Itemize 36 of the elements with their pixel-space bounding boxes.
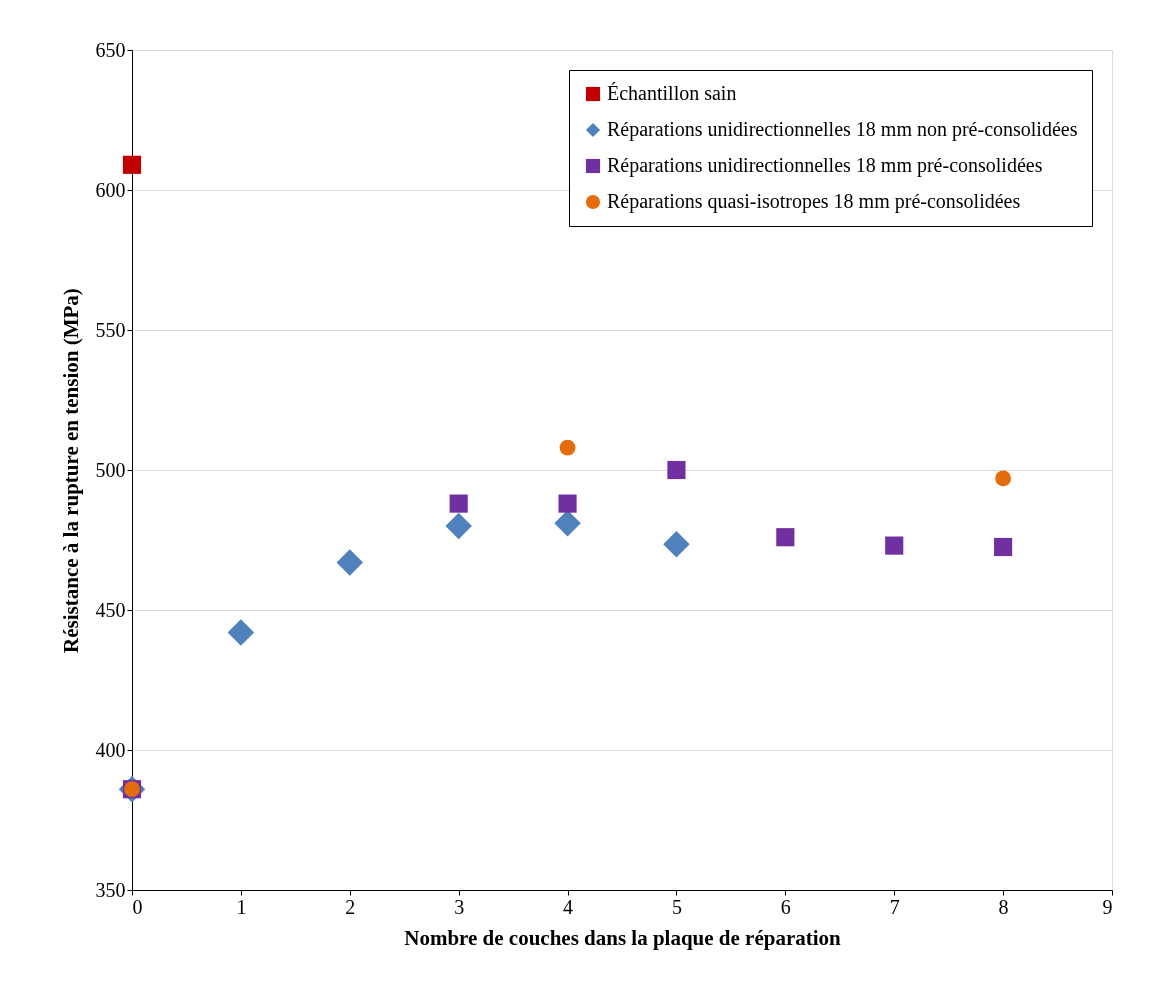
x-tick-label: 5: [671, 895, 682, 918]
point: [122, 155, 142, 174]
x-tick-label: 1: [236, 895, 247, 918]
y-tick-label: 500: [95, 458, 126, 481]
y-tick-label: 450: [95, 598, 126, 621]
point: [559, 439, 576, 456]
point: [995, 470, 1012, 487]
point: [776, 528, 795, 547]
legend-label: Réparations quasi-isotropes 18 mm pré-consolidées: [607, 190, 1021, 213]
point: [227, 619, 255, 646]
x-tick-label: 8: [998, 895, 1009, 918]
point: [336, 549, 364, 576]
x-tick-label: 9: [1102, 895, 1113, 918]
point: [885, 536, 904, 555]
y-tick-label: 550: [95, 318, 126, 341]
x-tick-label: 4: [563, 895, 574, 918]
point: [449, 494, 468, 513]
y-tick-label: 650: [95, 38, 126, 61]
point: [558, 494, 577, 513]
x-tick-label: 2: [345, 895, 356, 918]
x-tick-label: 7: [889, 895, 900, 918]
y-tick-label: 350: [95, 878, 126, 901]
point: [667, 460, 686, 480]
point: [663, 530, 690, 558]
y-axis-title: Résistance à la rupture en tension (MPa): [58, 288, 83, 653]
legend-label: Réparations unidirectionnelles 18 mm pré-consolidées: [607, 154, 1043, 177]
legend-label: Réparations unidirectionnelles 18 mm non pré-consolidées: [607, 118, 1078, 141]
x-axis-title: Nombre de couches dans la plaque de réparation: [404, 925, 842, 950]
point: [445, 512, 472, 540]
y-tick-label: 400: [95, 738, 126, 761]
x-tick-label: 0: [132, 895, 143, 918]
x-tick-label: 6: [780, 895, 791, 918]
x-tick-label: 3: [454, 895, 465, 918]
y-tick-label: 600: [95, 178, 126, 201]
point: [994, 537, 1013, 557]
legend-label: Échantillon sain: [607, 82, 737, 104]
